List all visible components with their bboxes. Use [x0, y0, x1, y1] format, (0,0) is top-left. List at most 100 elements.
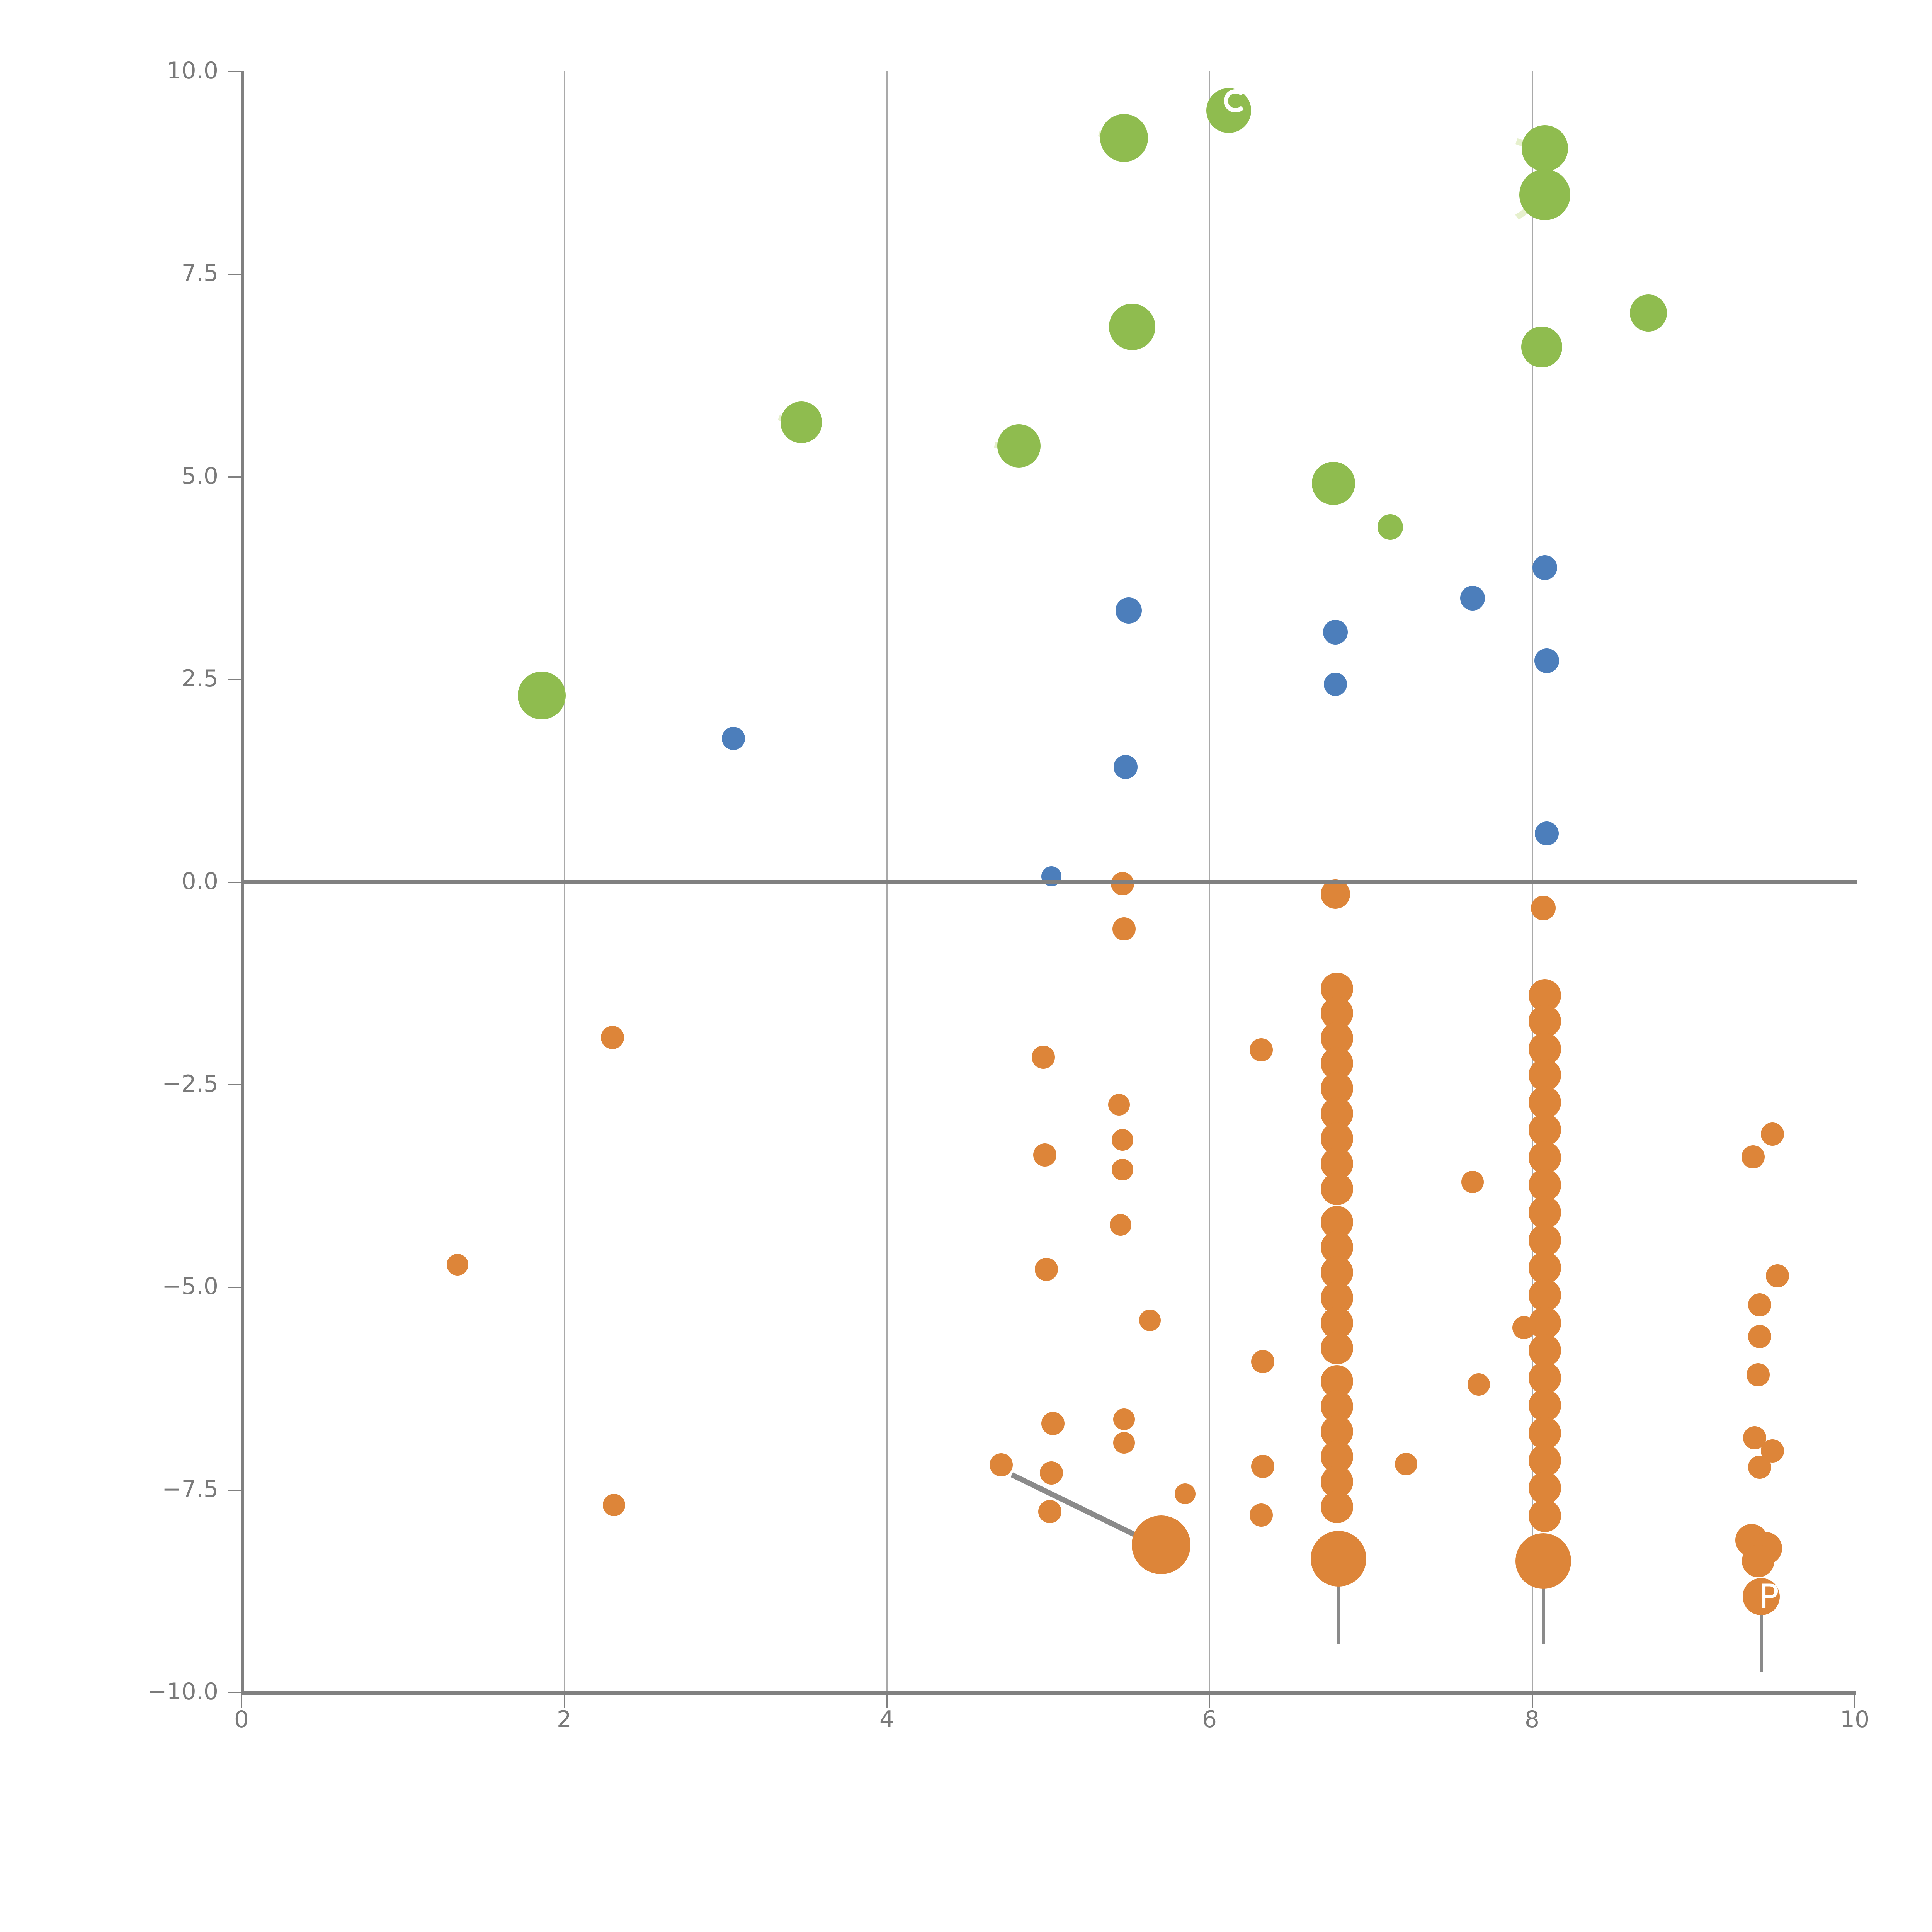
data-point-orange[interactable]: [603, 1494, 626, 1517]
data-point-orange[interactable]: [1249, 1038, 1273, 1061]
data-point-orange[interactable]: [1529, 1196, 1561, 1229]
data-point-orange[interactable]: [1311, 1531, 1366, 1587]
data-point-blue[interactable]: [1532, 555, 1558, 580]
data-point-orange[interactable]: [1468, 1373, 1490, 1396]
data-point-orange[interactable]: [1249, 1503, 1273, 1527]
y-tick-6: [228, 1287, 241, 1288]
data-point-orange[interactable]: [1131, 1515, 1190, 1575]
data-point-orange[interactable]: [1742, 1578, 1780, 1616]
data-point-orange[interactable]: [1108, 1094, 1130, 1116]
data-point-orange[interactable]: [1746, 1363, 1770, 1386]
marker-text-label: P: [1759, 1577, 1779, 1616]
marker-drop-line-2: [1759, 1597, 1763, 1672]
data-point-orange[interactable]: [1761, 1122, 1784, 1146]
marker-wedge-outline: [1224, 89, 1247, 113]
data-point-orange[interactable]: [1035, 1258, 1058, 1281]
x-tick-label-2: 4: [879, 1706, 895, 1733]
data-point-orange[interactable]: [1529, 1224, 1561, 1257]
data-point-green[interactable]: [1312, 461, 1355, 505]
data-point-green[interactable]: [780, 401, 822, 444]
data-point-blue[interactable]: [1323, 672, 1347, 696]
data-point-orange[interactable]: [1512, 1316, 1536, 1340]
data-point-orange[interactable]: [1529, 1005, 1561, 1038]
data-point-orange[interactable]: [1748, 1325, 1771, 1349]
data-point-orange[interactable]: [1529, 1086, 1561, 1119]
data-point-orange[interactable]: [1041, 1412, 1065, 1435]
data-point-blue[interactable]: [1323, 620, 1348, 645]
data-point-green[interactable]: [1100, 114, 1148, 162]
data-point-blue[interactable]: [1460, 586, 1485, 611]
data-point-orange[interactable]: [1741, 1145, 1765, 1168]
data-point-orange[interactable]: [1139, 1310, 1161, 1332]
data-point-orange[interactable]: [1529, 1251, 1561, 1284]
data-point-blue[interactable]: [1534, 648, 1559, 673]
data-point-orange[interactable]: [1529, 1472, 1561, 1505]
data-point-orange[interactable]: [1529, 1114, 1561, 1146]
data-point-orange[interactable]: [1110, 1214, 1132, 1236]
data-point-orange[interactable]: [601, 1026, 624, 1049]
data-point-green[interactable]: [1109, 303, 1155, 350]
x-tick-label-0: 0: [234, 1706, 249, 1733]
y-tick-label-3: 2.5: [181, 665, 218, 692]
data-point-orange[interactable]: [1112, 917, 1136, 941]
data-point-green[interactable]: [517, 672, 566, 720]
data-point-orange[interactable]: [1748, 1293, 1771, 1317]
data-point-orange[interactable]: [1395, 1452, 1418, 1475]
y-tick-label-8: −10.0: [147, 1678, 218, 1705]
data-point-blue[interactable]: [1534, 821, 1559, 845]
marker-drop-line-1: [1542, 1561, 1545, 1644]
y-tick-4: [228, 881, 241, 883]
data-point-orange[interactable]: [1742, 1545, 1774, 1578]
data-point-green[interactable]: [1521, 327, 1563, 368]
data-point-orange[interactable]: [1251, 1454, 1274, 1478]
data-point-orange[interactable]: [1529, 1141, 1561, 1174]
data-point-orange[interactable]: [990, 1453, 1013, 1476]
data-point-orange[interactable]: [1320, 1173, 1353, 1206]
data-point-orange[interactable]: [1320, 879, 1350, 909]
data-point-green[interactable]: [1519, 169, 1571, 220]
data-point-orange[interactable]: [1529, 1362, 1561, 1395]
data-point-orange[interactable]: [1529, 1279, 1561, 1312]
x-tick-label-4: 8: [1524, 1706, 1540, 1733]
x-tick-1: [564, 1695, 565, 1708]
data-point-green[interactable]: [1629, 294, 1667, 332]
data-point-orange[interactable]: [1529, 1499, 1561, 1532]
data-point-orange[interactable]: [1765, 1264, 1789, 1287]
data-point-blue[interactable]: [1113, 755, 1138, 779]
data-point-orange[interactable]: [1175, 1483, 1196, 1505]
data-point-orange[interactable]: [1529, 1058, 1561, 1091]
data-point-green[interactable]: [997, 424, 1041, 468]
data-point-orange[interactable]: [1031, 1045, 1055, 1069]
y-tick-label-2: 5.0: [181, 462, 218, 490]
data-point-orange[interactable]: [1113, 1432, 1135, 1454]
data-point-orange[interactable]: [1529, 1417, 1561, 1449]
data-point-orange[interactable]: [447, 1253, 469, 1276]
x-tick-5: [1854, 1695, 1855, 1708]
data-point-orange[interactable]: [1529, 1444, 1561, 1477]
data-point-green[interactable]: [1522, 125, 1568, 172]
data-point-orange[interactable]: [1251, 1350, 1274, 1374]
data-point-orange[interactable]: [1461, 1170, 1484, 1193]
data-point-blue[interactable]: [722, 727, 745, 750]
data-point-orange[interactable]: [1748, 1455, 1771, 1479]
data-point-orange[interactable]: [1113, 1408, 1135, 1430]
data-point-orange[interactable]: [1529, 1334, 1561, 1367]
data-point-orange[interactable]: [1111, 1159, 1133, 1181]
data-point-orange[interactable]: [1529, 1168, 1561, 1201]
data-point-orange[interactable]: [1038, 1500, 1061, 1524]
data-point-green[interactable]: [1377, 514, 1403, 540]
data-point-orange[interactable]: [1320, 1490, 1353, 1523]
data-point-orange[interactable]: [1515, 1533, 1571, 1589]
data-point-orange[interactable]: [1033, 1143, 1057, 1167]
data-point-orange[interactable]: [1320, 1332, 1353, 1364]
x-tick-label-3: 6: [1202, 1706, 1217, 1733]
data-point-blue[interactable]: [1116, 597, 1142, 624]
data-point-orange[interactable]: [1111, 1129, 1133, 1151]
data-point-orange[interactable]: [1531, 895, 1556, 920]
marker-drop-line-0: [1337, 1558, 1340, 1644]
data-point-orange[interactable]: [1039, 1461, 1063, 1485]
data-point-orange[interactable]: [1529, 1389, 1561, 1422]
y-tick-label-4: 0.0: [181, 867, 218, 895]
y-tick-5: [228, 1084, 241, 1085]
